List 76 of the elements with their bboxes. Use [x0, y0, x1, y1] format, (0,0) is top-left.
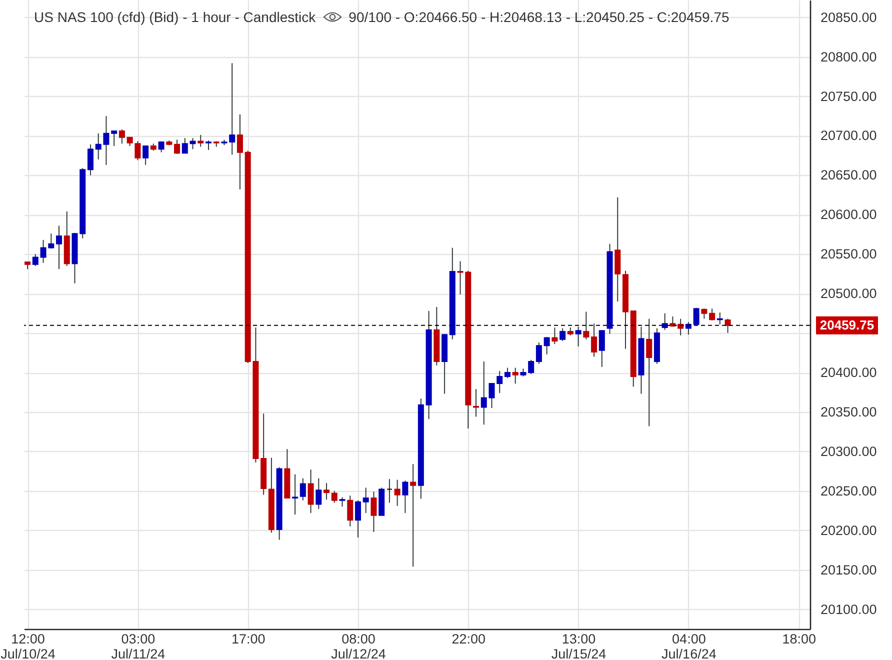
candlestick: [316, 478, 322, 510]
candlestick: [528, 359, 534, 375]
candlestick: [386, 478, 392, 504]
candlestick: [324, 482, 330, 500]
candlestick: [662, 312, 668, 330]
candlestick: [536, 342, 542, 364]
candlestick: [229, 62, 236, 156]
y-tick-label: 20800.00: [820, 49, 877, 64]
candlestick: [394, 479, 400, 506]
candlestick: [370, 491, 377, 532]
y-tick-label: 20200.00: [820, 522, 877, 538]
candlestick: [111, 130, 118, 147]
candlestick: [678, 318, 684, 336]
y-tick-label: 20100.00: [820, 602, 877, 617]
candlestick: [552, 327, 558, 345]
y-tick-label: 20600.00: [820, 207, 877, 222]
x-tick-label: 18:00: [782, 632, 816, 646]
candlestick: [701, 308, 708, 320]
y-tick-label: 20850.00: [820, 10, 877, 25]
y-tick-label: 20250.00: [820, 483, 877, 498]
candlestick: [724, 318, 731, 334]
candlestick: [362, 487, 369, 514]
candlestick: [300, 478, 306, 501]
y-tick-label: 20650.00: [820, 168, 877, 183]
candlestick: [206, 140, 212, 150]
candlestick: [709, 308, 716, 321]
y-tick-label: 20700.00: [820, 128, 877, 144]
candlestick: [512, 367, 518, 384]
candlestick: [575, 326, 582, 347]
x-tick-label: 03:00 Jul/11/24: [111, 632, 166, 660]
candlestick: [182, 138, 188, 154]
y-tick-label: 20550.00: [820, 246, 877, 262]
y-tick-label: 20300.00: [820, 444, 877, 459]
candlestick: [410, 464, 416, 568]
x-tick-label: 13:00 Jul/15/24: [551, 632, 607, 660]
y-tick-label: 20500.00: [820, 286, 877, 302]
candlestick: [354, 500, 361, 538]
candlestick: [174, 139, 180, 154]
candlestick: [87, 144, 94, 176]
candlestick: [118, 128, 125, 144]
candlestick: [716, 312, 723, 325]
candlestick: [614, 196, 621, 302]
candlestick: [544, 336, 550, 355]
ref-line-label: 20459.75: [820, 317, 874, 332]
candlestick: [402, 480, 408, 514]
y-tick-label: 20350.00: [820, 404, 877, 420]
x-tick-label: 22:00: [452, 632, 486, 646]
candlestick: [56, 225, 62, 270]
candlestick: [236, 114, 243, 190]
candlestick: [142, 146, 149, 166]
candlestick: [496, 370, 503, 394]
candlestick: [560, 328, 566, 342]
y-tick-label: 20750.00: [820, 88, 877, 104]
candlestick: [473, 388, 480, 418]
candlestick: [646, 318, 652, 427]
candlestick: [598, 330, 605, 368]
x-tick-label: 04:00 Jul/16/24: [662, 632, 717, 660]
candlestick: [693, 307, 700, 325]
text: 90/100 - O:20466.50 - H:20468.13 - L:20450.25 - C:20459.75: [348, 9, 730, 25]
x-tick-label: 12:00 Jul/10/24: [0, 632, 56, 660]
y-tick-label: 20150.00: [820, 562, 877, 578]
candlestick: [292, 474, 298, 516]
candlestick: [504, 367, 510, 379]
candlestick: [583, 311, 590, 340]
text: US NAS 100 (cfd) (Bid) - 1 hour - Candlestick: [34, 9, 316, 25]
candlestick: [331, 490, 338, 504]
candlestick: [347, 495, 354, 527]
y-tick-label: 20400.00: [820, 365, 877, 380]
x-tick-label: 17:00: [231, 632, 266, 646]
candlestick: [339, 496, 346, 508]
candlestick: [308, 469, 314, 514]
candlestick: [591, 323, 598, 358]
candlestick: [190, 138, 196, 150]
candlestick: [198, 134, 204, 148]
x-tick-label: 08:00 Jul/12/24: [331, 632, 386, 660]
candlestick: [32, 254, 38, 266]
